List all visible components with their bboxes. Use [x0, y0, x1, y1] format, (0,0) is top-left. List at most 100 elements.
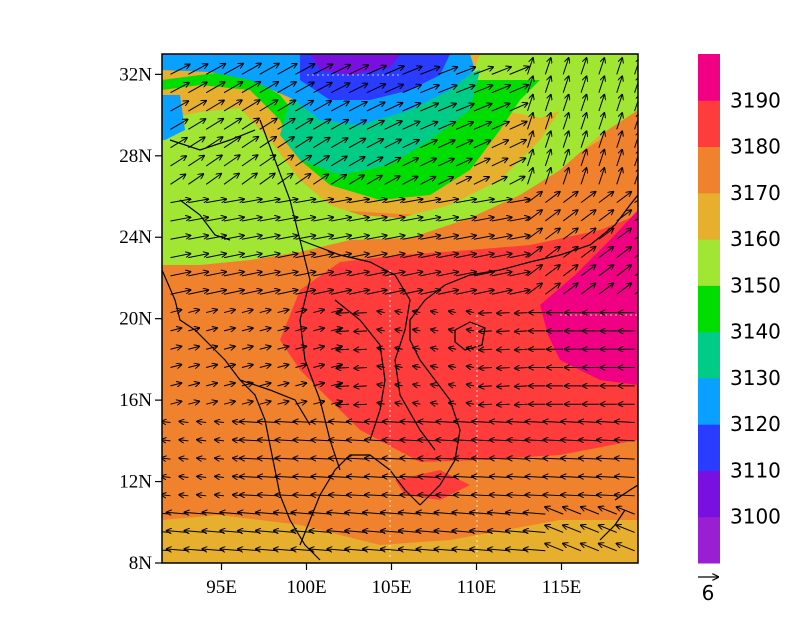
wind-vector: [491, 217, 512, 222]
wind-vector: [438, 159, 454, 167]
wind-vector: [197, 458, 207, 459]
wind-vector: [598, 58, 604, 75]
wind-vector: [497, 404, 510, 405]
field-3150: [162, 54, 638, 265]
wind-vector: [497, 386, 510, 387]
wind-vector: [455, 290, 476, 295]
wind-vector: [188, 346, 199, 349]
wind-vector: [205, 64, 225, 75]
wind-vector: [491, 254, 512, 259]
wind-vector: [634, 199, 638, 204]
wind-vector: [170, 365, 182, 368]
wind-vector: [223, 254, 244, 259]
wind-vector: [241, 64, 261, 75]
wind-vector: [615, 495, 635, 496]
wind-vector: [162, 421, 171, 422]
wind-vector: [579, 440, 599, 441]
wind-vector: [277, 235, 298, 240]
wind-vector: [509, 122, 527, 130]
wind-vector: [179, 421, 189, 422]
wind-vector: [431, 366, 439, 367]
wind-vector: [436, 495, 457, 496]
wind-vector: [336, 386, 350, 387]
wind-vector: [366, 199, 387, 204]
wind-vector: [527, 228, 542, 240]
wind-vector: [479, 386, 492, 387]
wind-vector: [545, 283, 559, 295]
wind-vector: [515, 368, 528, 369]
wind-vector: [527, 283, 542, 295]
wind-vector: [206, 254, 226, 259]
wind-vector: [598, 283, 613, 295]
wind-vector: [527, 210, 542, 222]
wind-vector: [508, 440, 528, 441]
x-tick-label: 110E: [457, 577, 496, 598]
wind-vector: [170, 383, 182, 386]
wind-vector: [223, 100, 242, 112]
wind-vector: [330, 120, 348, 130]
wind-vector: [197, 440, 207, 441]
wind-vector: [509, 254, 530, 259]
y-tick-label: 12N: [119, 472, 152, 493]
wind-vector: [206, 346, 217, 349]
wind-vector: [384, 85, 403, 94]
wind-vector: [524, 549, 546, 551]
wind-vector: [418, 495, 439, 496]
wind-vector: [188, 119, 205, 130]
wind-vector: [336, 313, 350, 314]
wind-vector: [241, 137, 258, 149]
wind-vector: [241, 401, 253, 404]
wind-vector: [331, 235, 351, 240]
wind-vector: [313, 401, 324, 404]
wind-vector: [580, 131, 586, 148]
wind-vector: [197, 495, 207, 496]
wind-vector: [467, 403, 475, 404]
wind-vector: [365, 476, 385, 477]
wind-vector: [295, 310, 306, 313]
x-tick-label: 115E: [542, 577, 581, 598]
wind-vector: [473, 67, 493, 75]
wind-vector: [162, 440, 171, 441]
wind-vector: [456, 254, 476, 259]
wind-vector: [295, 137, 311, 149]
wind-vector: [188, 272, 208, 277]
wind-vector: [526, 421, 546, 422]
wind-vector: [420, 85, 438, 94]
wind-vector: [490, 421, 510, 422]
wind-vector: [336, 331, 350, 332]
wind-vector: [616, 95, 622, 112]
wind-vector: [473, 159, 490, 167]
wind-vector: [330, 83, 349, 94]
wind-vector: [454, 476, 474, 477]
wind-vector: [259, 310, 271, 313]
south-china-coast: [499, 194, 638, 271]
wind-vector: [543, 421, 564, 422]
wind-vector: [366, 272, 387, 277]
wind-vector: [259, 365, 271, 368]
y-tick-label: 20N: [119, 309, 152, 330]
wind-vector: [431, 311, 439, 312]
wind-vector: [580, 113, 586, 130]
grid-lines: [307, 74, 638, 560]
reference-vector: 6: [698, 577, 718, 605]
wind-vector: [188, 82, 206, 94]
colorbar-label: 3140: [730, 320, 781, 344]
wind-vector: [384, 199, 405, 204]
wind-vector: [581, 507, 600, 515]
wind-vector: [336, 349, 350, 350]
wind-vector: [526, 476, 546, 477]
wind-vector: [330, 156, 347, 167]
wind-vector: [580, 247, 595, 259]
wind-vector: [277, 328, 289, 331]
wind-vector: [348, 102, 367, 112]
wind-vector: [294, 458, 314, 459]
wind-vector: [597, 440, 617, 441]
wind-vector: [215, 458, 225, 459]
wind-vector: [295, 119, 312, 130]
wind-vector: [179, 440, 189, 441]
wind-vector: [313, 83, 331, 94]
wind-vector: [365, 421, 385, 422]
wind-vector: [170, 235, 191, 240]
wind-vector: [313, 328, 324, 331]
wind-vector: [259, 199, 280, 204]
